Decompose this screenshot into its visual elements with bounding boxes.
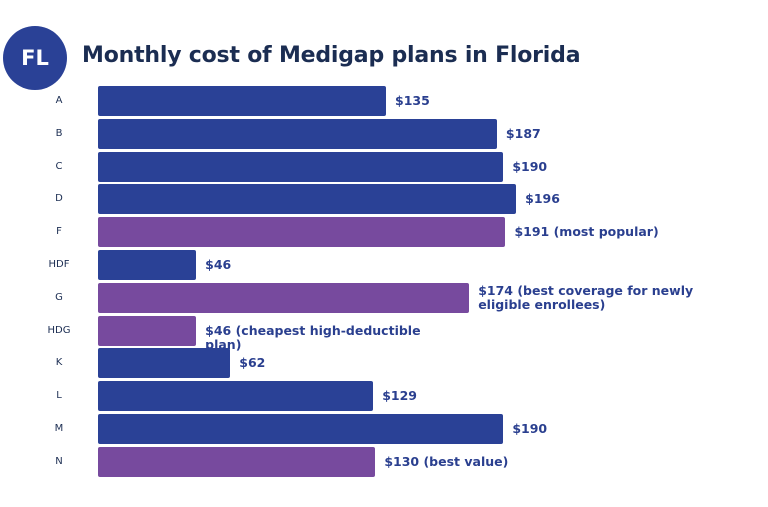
- bar-hdf: [98, 250, 197, 280]
- value-label: $190: [512, 158, 548, 174]
- value-label: $191 (most popular): [514, 224, 659, 240]
- category-label: F: [56, 226, 62, 238]
- bar-a: [98, 86, 386, 116]
- state-badge: FL: [3, 26, 67, 90]
- bar-f: [98, 217, 506, 248]
- value-label: $46 (cheapest high-deductible plan): [205, 322, 421, 352]
- category-label: G: [55, 291, 63, 303]
- category-label: D: [55, 193, 63, 205]
- bar-hdg: [98, 315, 197, 346]
- value-label: $196: [525, 191, 560, 207]
- category-label: N: [55, 455, 63, 467]
- chart-title: Monthly cost of Medigap plans in Florida: [82, 43, 581, 68]
- bar-m: [98, 414, 504, 444]
- value-label: $46: [205, 257, 232, 272]
- category-label: K: [55, 357, 63, 369]
- category-label: L: [56, 390, 62, 402]
- category-label: HDG: [47, 324, 71, 336]
- value-label: $130 (best value): [384, 453, 509, 469]
- category-label: B: [55, 127, 63, 139]
- category-label: C: [55, 160, 63, 172]
- value-label: $129: [382, 388, 417, 404]
- bar-c: [98, 151, 504, 182]
- bar-n: [98, 446, 376, 477]
- category-label: M: [54, 423, 64, 434]
- value-label: $190: [512, 421, 548, 436]
- bar-d: [98, 184, 517, 215]
- value-label: $187: [505, 125, 541, 141]
- category-label: HDF: [48, 259, 70, 270]
- category-label: A: [55, 95, 63, 106]
- bar-b: [98, 118, 497, 149]
- bar-l: [98, 381, 374, 412]
- bar-g: [98, 282, 470, 313]
- bar-k: [98, 348, 231, 379]
- value-label: $174 (best coverage for newly eligible e…: [478, 282, 694, 312]
- value-label: $135: [395, 93, 430, 108]
- value-label: $62: [239, 355, 266, 371]
